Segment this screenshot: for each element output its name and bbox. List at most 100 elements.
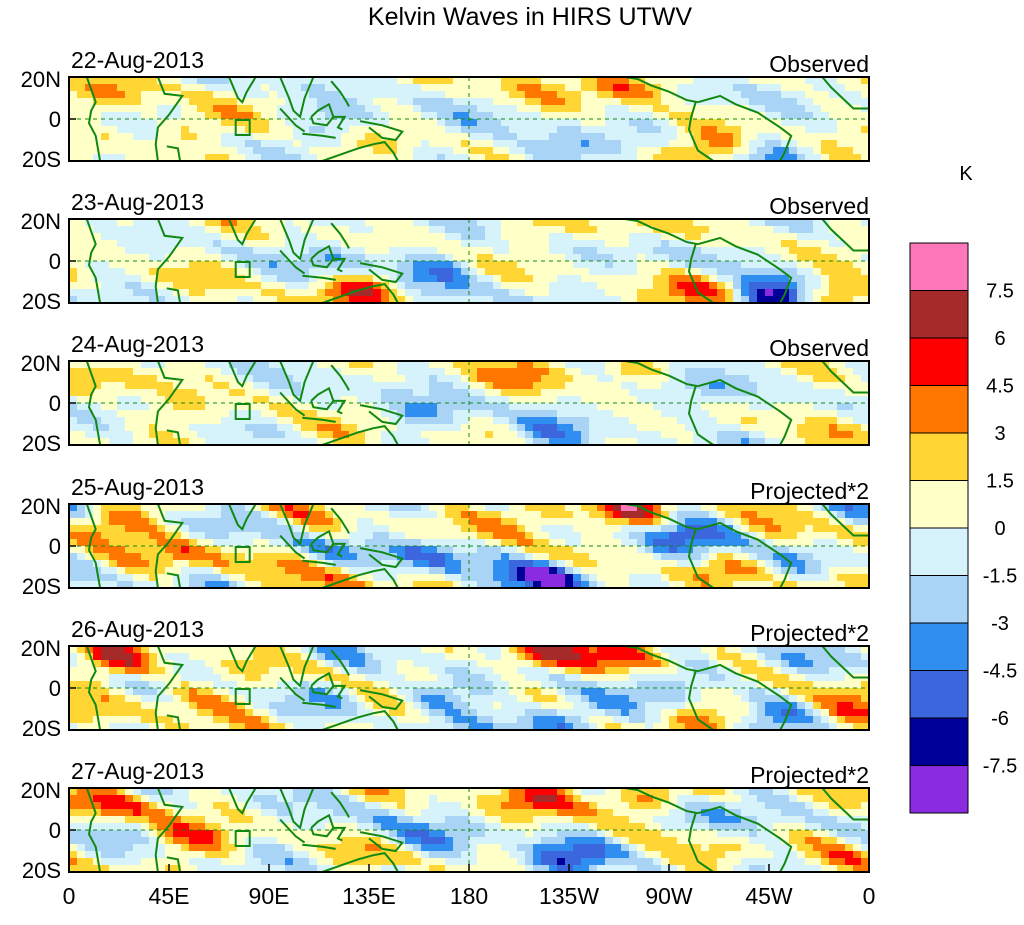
field-cell bbox=[573, 396, 582, 404]
field-cell bbox=[789, 126, 798, 134]
field-cell bbox=[181, 226, 190, 234]
field-cell bbox=[533, 546, 542, 554]
field-cell bbox=[813, 254, 822, 262]
field-cell bbox=[77, 417, 86, 425]
field-cell bbox=[557, 133, 566, 141]
field-cell bbox=[509, 126, 518, 134]
field-cell bbox=[101, 382, 110, 390]
field-cell bbox=[805, 396, 814, 404]
field-cell bbox=[517, 140, 526, 148]
field-cell bbox=[821, 389, 830, 397]
field-cell bbox=[837, 133, 846, 141]
field-cell bbox=[389, 525, 398, 533]
field-cell bbox=[69, 98, 78, 106]
field-cell bbox=[725, 574, 734, 582]
field-cell bbox=[437, 247, 446, 255]
field-cell bbox=[645, 560, 654, 568]
field-cell bbox=[789, 403, 798, 411]
field-cell bbox=[629, 282, 638, 290]
field-cell bbox=[821, 133, 830, 141]
field-cell bbox=[413, 403, 422, 411]
field-cell bbox=[677, 368, 686, 376]
field-cell bbox=[501, 254, 510, 262]
field-cell bbox=[453, 574, 462, 582]
field-cell bbox=[693, 361, 702, 369]
field-cell bbox=[389, 361, 398, 369]
field-cell bbox=[69, 504, 78, 512]
field-cell bbox=[117, 511, 126, 519]
field-cell bbox=[293, 289, 302, 297]
field-cell bbox=[701, 282, 710, 290]
field-cell bbox=[693, 539, 702, 547]
field-cell bbox=[181, 532, 190, 540]
field-cell bbox=[661, 261, 670, 269]
field-cell bbox=[117, 133, 126, 141]
field-cell bbox=[709, 254, 718, 262]
field-cell bbox=[109, 254, 118, 262]
field-cell bbox=[621, 105, 630, 113]
field-cell bbox=[269, 518, 278, 526]
field-cell bbox=[125, 574, 134, 582]
field-cell bbox=[221, 254, 230, 262]
field-cell bbox=[69, 77, 78, 85]
field-cell bbox=[549, 567, 558, 575]
field-cell bbox=[453, 511, 462, 519]
field-cell bbox=[781, 84, 790, 92]
field-cell bbox=[781, 247, 790, 255]
field-cell bbox=[549, 219, 558, 227]
field-cell bbox=[469, 140, 478, 148]
field-cell bbox=[357, 375, 366, 383]
field-cell bbox=[437, 410, 446, 418]
field-cell bbox=[181, 112, 190, 120]
field-cell bbox=[837, 247, 846, 255]
field-cell bbox=[581, 126, 590, 134]
field-cell bbox=[285, 268, 294, 276]
field-cell bbox=[421, 133, 430, 141]
field-cell bbox=[341, 539, 350, 547]
field-cell bbox=[93, 646, 102, 654]
field-cell bbox=[693, 511, 702, 519]
field-cell bbox=[517, 525, 526, 533]
field-cell bbox=[317, 126, 326, 134]
field-cell bbox=[669, 219, 678, 227]
field-cell bbox=[429, 410, 438, 418]
field-cell bbox=[701, 247, 710, 255]
field-cell bbox=[437, 396, 446, 404]
field-cell bbox=[381, 511, 390, 519]
field-cell bbox=[549, 532, 558, 540]
field-cell bbox=[141, 219, 150, 227]
field-cell bbox=[725, 133, 734, 141]
field-cell bbox=[821, 98, 830, 106]
field-cell bbox=[213, 282, 222, 290]
field-cell bbox=[813, 119, 822, 127]
field-cell bbox=[757, 567, 766, 575]
field-cell bbox=[421, 389, 430, 397]
field-cell bbox=[149, 233, 158, 241]
field-cell bbox=[541, 140, 550, 148]
field-cell bbox=[485, 504, 494, 512]
field-cell bbox=[821, 112, 830, 120]
field-cell bbox=[261, 361, 270, 369]
field-cell bbox=[621, 84, 630, 92]
field-cell bbox=[501, 147, 510, 155]
field-cell bbox=[77, 518, 86, 526]
field-cell bbox=[677, 112, 686, 120]
field-cell bbox=[141, 417, 150, 425]
field-cell bbox=[437, 539, 446, 547]
field-cell bbox=[541, 268, 550, 276]
field-cell bbox=[629, 98, 638, 106]
field-cell bbox=[461, 375, 470, 383]
field-cell bbox=[205, 268, 214, 276]
field-cell bbox=[277, 140, 286, 148]
field-cell bbox=[285, 147, 294, 155]
field-cell bbox=[381, 504, 390, 512]
field-cell bbox=[613, 403, 622, 411]
field-cell bbox=[429, 560, 438, 568]
field-cell bbox=[205, 511, 214, 519]
field-cell bbox=[557, 396, 566, 404]
field-cell bbox=[645, 112, 654, 120]
field-cell bbox=[805, 431, 814, 439]
field-cell bbox=[445, 233, 454, 241]
field-cell bbox=[485, 382, 494, 390]
